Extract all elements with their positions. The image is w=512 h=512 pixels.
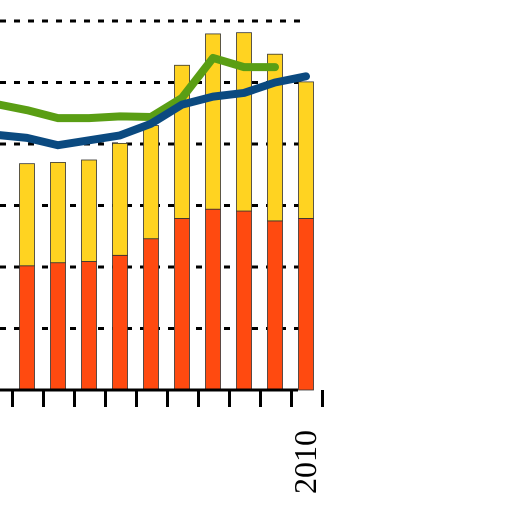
series-lines: [0, 53, 310, 150]
bar-segment-top: [267, 53, 283, 222]
series-line-blue: [0, 72, 310, 150]
bar-segment-bottom: [205, 208, 221, 391]
bar-segment-bottom: [81, 261, 97, 391]
series-line-green: [0, 53, 279, 123]
bar-segment-top: [143, 125, 159, 240]
bar-segment-bottom: [143, 238, 159, 391]
bar-segment-bottom: [298, 218, 314, 391]
bar-segment-top: [19, 163, 35, 267]
bar-segment-top: [112, 142, 128, 256]
bar-segment-bottom: [236, 210, 252, 391]
bar-segment-bottom: [19, 265, 35, 391]
bar-segment-top: [205, 33, 221, 210]
x-tick-labels: 2010: [287, 430, 323, 494]
bar-segment-bottom: [174, 218, 190, 391]
bar-segment-top: [50, 162, 66, 264]
bar-segment-bottom: [267, 220, 283, 391]
x-axis: [0, 388, 324, 407]
bar-segment-bottom: [50, 262, 66, 391]
bar-segment-top: [298, 81, 314, 219]
x-tick-label: 2010: [287, 430, 323, 494]
bar-segment-top: [236, 32, 252, 212]
bar-segment-bottom: [112, 254, 128, 391]
bar-segment-top: [81, 159, 97, 262]
